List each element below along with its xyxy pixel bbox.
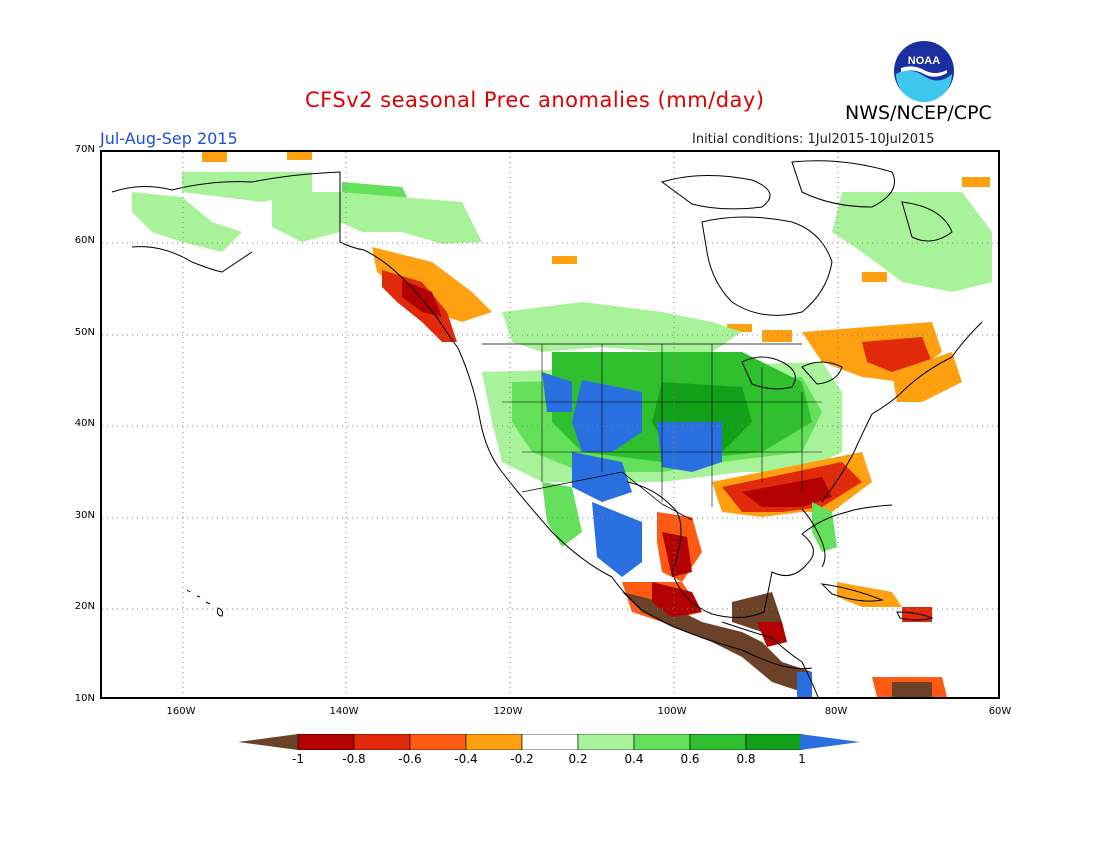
colorbar-high-arrow <box>800 734 860 750</box>
colorbar-swatch <box>745 733 803 751</box>
anomaly-region-dry-02 <box>862 272 887 282</box>
lon-label-60w: 60W <box>988 706 1012 717</box>
colorbar-label: -0.4 <box>454 752 478 766</box>
anomaly-region-wet-02 <box>340 192 482 244</box>
coastlines <box>111 160 983 697</box>
lat-label-10n: 10N <box>74 693 95 704</box>
anomaly-region-dry-08 <box>402 280 442 317</box>
noaa-logo: NOAA <box>893 40 955 102</box>
lat-label-50n: 50N <box>74 327 95 338</box>
anomaly-region-strong-wet <box>797 672 812 697</box>
anomaly-region-strong-dry <box>892 682 932 697</box>
anomaly-region-wet-02 <box>132 192 242 252</box>
colorbar-low-arrow <box>238 734 298 750</box>
colorbar-label: 0.8 <box>736 752 756 766</box>
colorbar <box>238 733 862 754</box>
anomaly-region-dry-08 <box>757 622 787 647</box>
colorbar-swatch <box>577 733 635 751</box>
anomaly-region-dry-08 <box>742 477 832 507</box>
anomaly-region-wet-04 <box>542 482 582 547</box>
anomaly-region-dry-02 <box>892 352 962 402</box>
anomaly-region-dry-02 <box>202 152 227 162</box>
anomaly-map <box>102 152 998 697</box>
colorbar-label: 1 <box>798 752 806 766</box>
lat-label-60n: 60N <box>74 235 95 246</box>
colorbar-swatch <box>633 733 691 751</box>
lat-label-70n: 70N <box>74 144 95 155</box>
lat-label-40n: 40N <box>74 418 95 429</box>
anomaly-region-strong-wet <box>572 452 632 502</box>
colorbar-swatch <box>409 733 467 751</box>
colorbar-label: 0.6 <box>680 752 700 766</box>
colorbar-label: -0.8 <box>342 752 366 766</box>
lat-label-20n: 20N <box>74 601 95 612</box>
colorbar-label: -0.2 <box>510 752 534 766</box>
map-panel <box>100 150 1000 699</box>
lon-label-120w: 120W <box>493 706 523 717</box>
noaa-logo-text: NOAA <box>908 55 940 67</box>
graticule <box>102 152 998 697</box>
anomaly-region-strong-wet <box>657 422 722 472</box>
season-label: Jul-Aug-Sep 2015 <box>100 129 238 148</box>
anomaly-region-dry-02 <box>962 177 990 187</box>
anomaly-region-dry-02 <box>762 330 792 342</box>
anomaly-region-strong-wet <box>592 502 642 577</box>
anomaly-region-wet-02 <box>502 302 742 352</box>
colorbar-swatch <box>297 733 355 751</box>
anomaly-region-wet-02 <box>272 192 340 242</box>
anomaly-region-dry-02 <box>372 247 492 322</box>
lon-label-140w: 140W <box>329 706 359 717</box>
organization-label: NWS/NCEP/CPC <box>845 102 992 124</box>
colorbar-swatch <box>465 733 523 751</box>
anomaly-region-strong-dry <box>622 592 812 692</box>
lon-label-80w: 80W <box>824 706 848 717</box>
anomaly-region-dry-06 <box>902 607 932 622</box>
colorbar-swatch <box>353 733 411 751</box>
initial-conditions-label: Initial conditions: 1Jul2015-10Jul2015 <box>692 132 935 147</box>
colorbar-label: -1 <box>292 752 304 766</box>
colorbar-label: -0.6 <box>398 752 422 766</box>
anomaly-region-wet-04 <box>812 502 837 552</box>
lon-label-160w: 160W <box>166 706 196 717</box>
colorbar-swatch <box>689 733 747 751</box>
anomaly-region-dry-08 <box>652 582 702 617</box>
anomaly-shading <box>132 152 992 697</box>
lat-label-30n: 30N <box>74 510 95 521</box>
anomaly-region-dry-06 <box>862 337 932 372</box>
anomaly-region-dry-02 <box>837 582 902 607</box>
anomaly-region-dry-08 <box>662 532 692 577</box>
colorbar-label: 0.2 <box>568 752 588 766</box>
lon-label-100w: 100W <box>657 706 687 717</box>
anomaly-region-wet-02 <box>832 192 992 292</box>
colorbar-label: 0.4 <box>624 752 644 766</box>
anomaly-region-dry-02 <box>552 256 577 264</box>
anomaly-region-strong-wet <box>572 380 642 452</box>
colorbar-swatch <box>521 733 579 751</box>
anomaly-region-dry-02 <box>287 152 312 160</box>
map-title: CFSv2 seasonal Prec anomalies (mm/day) <box>305 88 765 112</box>
